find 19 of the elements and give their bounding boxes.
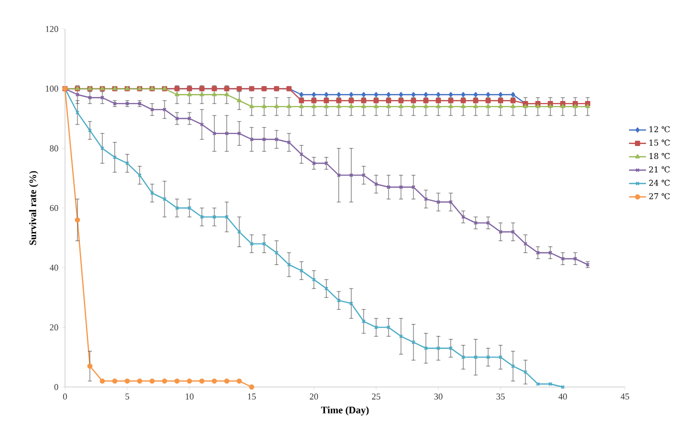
y-axis-title: Survival rate (%) [29,171,38,245]
x-tick-label: 15 [248,394,256,400]
x-axis-title: Time (Day) [321,406,369,416]
y-tick-label: 120 [46,26,58,32]
x-tick-label: 10 [186,394,194,400]
x-tick-label: 40 [558,394,567,400]
x-tick-label: 20 [310,394,318,400]
y-tick-label: 20 [50,324,58,330]
y-tick-label: 60 [50,204,58,212]
x-tick-label: 25 [372,394,380,400]
x-tick-label: 45 [620,394,630,400]
x-tick-label: 35 [496,394,505,400]
x-tick-label: 0 [63,394,67,400]
y-tick-label: 80 [50,145,58,152]
y-tick-label: 40 [50,264,58,271]
y-tick-label: 100 [46,86,58,92]
x-tick-label: 5 [125,394,130,400]
y-tick-label: 0 [54,384,58,390]
x-tick-label: 30 [434,394,442,400]
